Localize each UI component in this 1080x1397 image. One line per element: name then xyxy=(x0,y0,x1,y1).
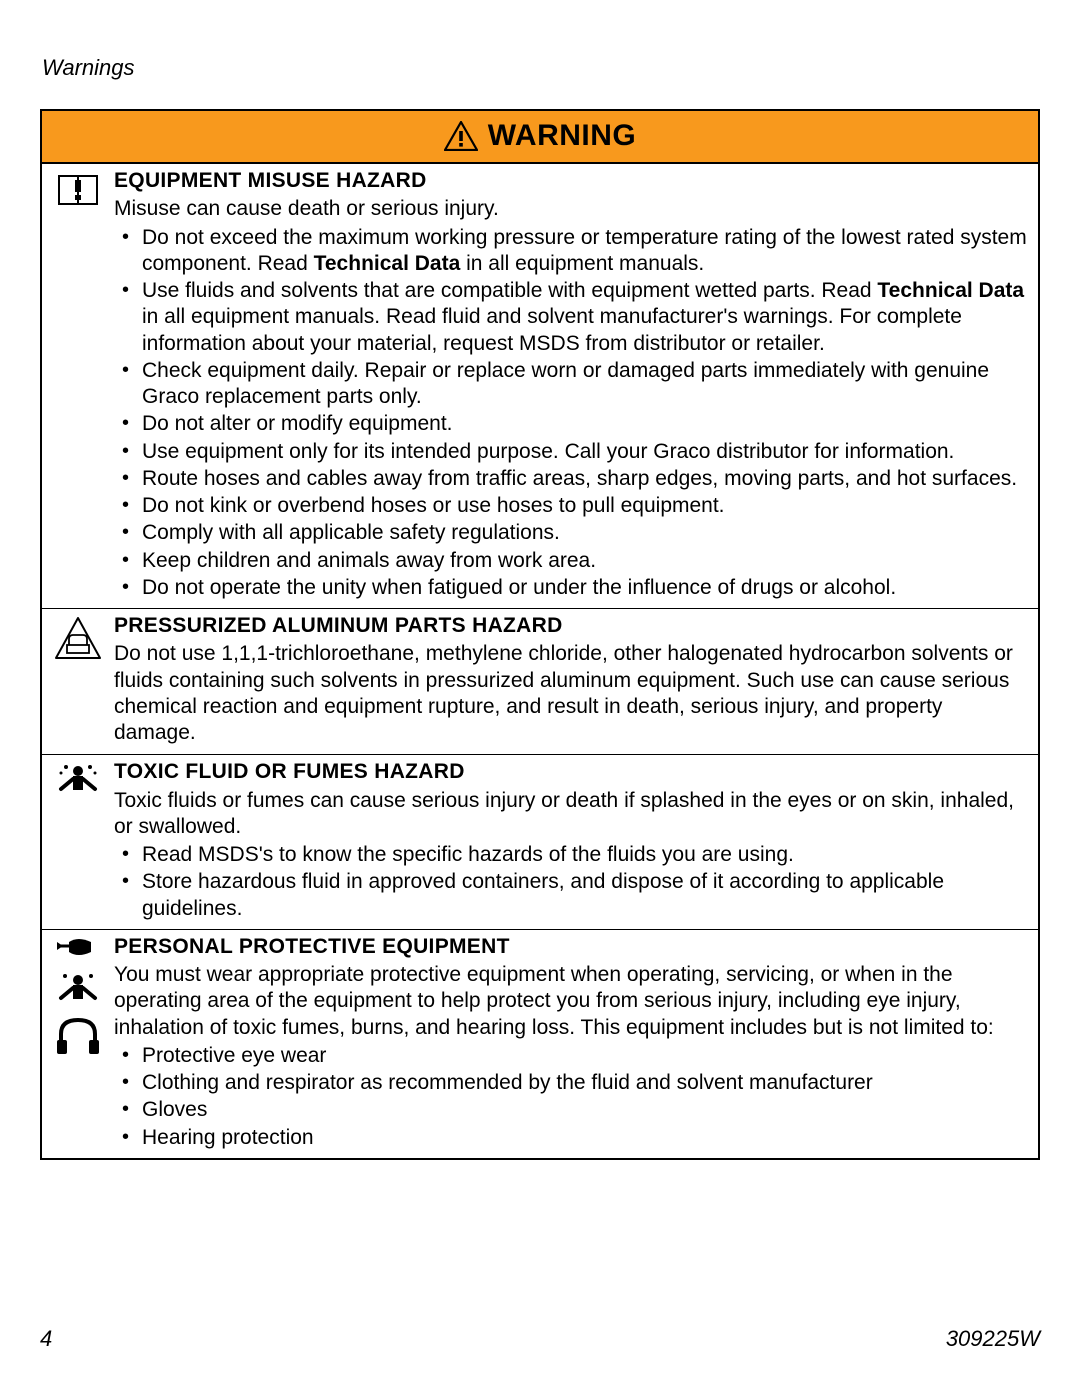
hazard-bullet: Route hoses and cables away from traffic… xyxy=(142,466,1028,492)
warning-banner: WARNING xyxy=(42,111,1038,164)
hazard-bullet: Comply with all applicable safety regula… xyxy=(142,520,1028,546)
page-footer: 4 309225W xyxy=(40,1326,1040,1352)
hazard-rows-container: EQUIPMENT MISUSE HAZARDMisuse can cause … xyxy=(42,164,1038,1158)
hazard-row: PRESSURIZED ALUMINUM PARTS HAZARDDo not … xyxy=(42,609,1038,755)
hazard-bullet: Read MSDS's to know the specific hazards… xyxy=(142,842,1028,868)
page-section-header: Warnings xyxy=(42,55,1040,81)
hazard-title: EQUIPMENT MISUSE HAZARD xyxy=(114,168,1028,194)
hazard-bullet: Do not kink or overbend hoses or use hos… xyxy=(142,493,1028,519)
alert-triangle-icon xyxy=(444,121,478,151)
hazard-bullets: Protective eye wearClothing and respirat… xyxy=(114,1043,1028,1151)
hazard-text: EQUIPMENT MISUSE HAZARDMisuse can cause … xyxy=(114,164,1038,608)
hazard-bullet: Store hazardous fluid in approved contai… xyxy=(142,869,1028,922)
hazard-intro: You must wear appropriate protective equ… xyxy=(114,962,1028,1041)
hazard-row: PERSONAL PROTECTIVE EQUIPMENTYou must we… xyxy=(42,930,1038,1158)
hazard-bullets: Do not exceed the maximum working pressu… xyxy=(114,225,1028,602)
hazard-bullet: Use fluids and solvents that are compati… xyxy=(142,278,1028,357)
page-number: 4 xyxy=(40,1326,52,1352)
hazard-text: PERSONAL PROTECTIVE EQUIPMENTYou must we… xyxy=(114,930,1038,1158)
toxic-icon xyxy=(42,755,114,929)
hazard-intro: Misuse can cause death or serious injury… xyxy=(114,196,1028,222)
hazard-bullets: Read MSDS's to know the specific hazards… xyxy=(114,842,1028,922)
manual-icon xyxy=(42,164,114,608)
hazard-bullet: Keep children and animals away from work… xyxy=(142,548,1028,574)
hazard-intro: Toxic fluids or fumes can cause serious … xyxy=(114,788,1028,841)
hazard-bullet: Clothing and respirator as recommended b… xyxy=(142,1070,1028,1096)
hazard-bullet: Do not exceed the maximum working pressu… xyxy=(142,225,1028,278)
warning-label: WARNING xyxy=(488,119,637,153)
hazard-row: EQUIPMENT MISUSE HAZARDMisuse can cause … xyxy=(42,164,1038,609)
hazard-bullet: Gloves xyxy=(142,1097,1028,1123)
ppe-icon xyxy=(42,930,114,1158)
hazard-text: PRESSURIZED ALUMINUM PARTS HAZARDDo not … xyxy=(114,609,1038,754)
hazard-text: TOXIC FLUID OR FUMES HAZARD Toxic fluids … xyxy=(114,755,1038,929)
section-title: Warnings xyxy=(42,55,135,80)
hazard-bullet: Protective eye wear xyxy=(142,1043,1028,1069)
hazard-bullet: Do not alter or modify equipment. xyxy=(142,411,1028,437)
hazard-bullet: Check equipment daily. Repair or replace… xyxy=(142,358,1028,411)
hazard-intro: Do not use 1,1,1-trichloroethane, methyl… xyxy=(114,641,1028,746)
hazard-bullet: Do not operate the unity when fatigued o… xyxy=(142,575,1028,601)
hazard-title: PERSONAL PROTECTIVE EQUIPMENT xyxy=(114,934,1028,960)
document-id: 309225W xyxy=(946,1326,1040,1352)
warning-box: WARNING EQUIPMENT MISUSE HAZARDMisuse ca… xyxy=(40,109,1040,1160)
pressure-icon xyxy=(42,609,114,754)
warning-banner-text: WARNING xyxy=(444,119,637,153)
hazard-title: PRESSURIZED ALUMINUM PARTS HAZARD xyxy=(114,613,1028,639)
hazard-row: TOXIC FLUID OR FUMES HAZARD Toxic fluids … xyxy=(42,755,1038,930)
hazard-title: TOXIC FLUID OR FUMES HAZARD xyxy=(114,759,1028,785)
hazard-bullet: Use equipment only for its intended purp… xyxy=(142,439,1028,465)
hazard-bullet: Hearing protection xyxy=(142,1125,1028,1151)
